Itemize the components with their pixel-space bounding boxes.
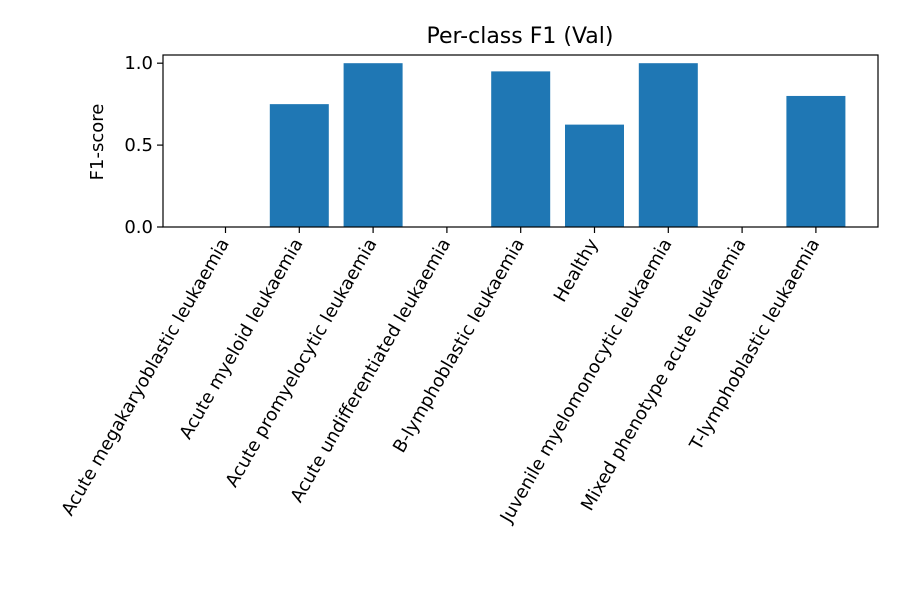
y-axis-ticks: 0.0 0.5 1.0 xyxy=(124,53,163,238)
bar-3 xyxy=(343,63,403,227)
y-tick-label-3: 1.0 xyxy=(124,53,153,74)
bar-7 xyxy=(638,63,698,227)
y-tick-label-2: 0.5 xyxy=(124,135,153,156)
bar-6 xyxy=(565,124,624,227)
bar-9 xyxy=(786,95,846,227)
plot-area-frame xyxy=(162,54,879,228)
y-tick-label-1: 0.0 xyxy=(124,217,153,238)
bars-group xyxy=(269,63,846,227)
bar-5 xyxy=(491,71,551,227)
chart-title: Per-class F1 (Val) xyxy=(427,24,614,49)
y-axis-label: F1-score xyxy=(87,104,108,181)
bar-2 xyxy=(269,104,329,227)
